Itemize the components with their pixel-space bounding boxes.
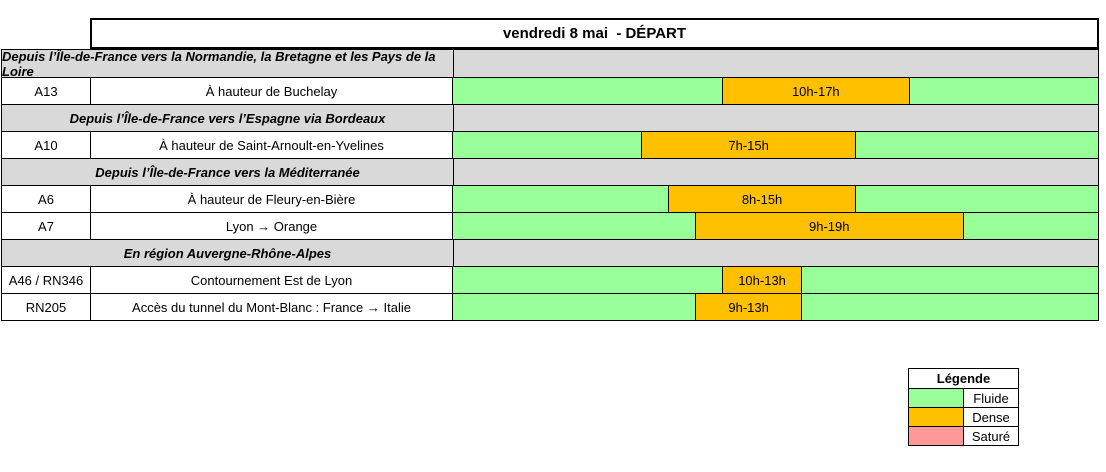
traffic-timeline-bar: 10h-13h	[453, 267, 1098, 293]
legend: Légende Fluide Dense Saturé	[908, 368, 1019, 446]
road-row: A46 / RN346 Contournement Est de Lyon 10…	[2, 266, 1098, 293]
dense-time-segment: 10h-17h	[721, 78, 910, 104]
road-row: A6 À hauteur de Fleury-en-Bière 8h-15h	[2, 185, 1098, 212]
road-description: À hauteur de Fleury-en-Bière	[91, 186, 453, 212]
section-label: Depuis l’Île-de-France vers la Méditerra…	[2, 159, 454, 185]
table-grid: Depuis l’Île-de-France vers la Normandie…	[1, 49, 1099, 321]
legend-label-sature: Saturé	[964, 427, 1018, 445]
traffic-timeline-bar: 10h-17h	[453, 78, 1098, 104]
road-code: RN205	[2, 294, 91, 320]
section-label: Depuis l’Île-de-France vers l’Espagne vi…	[2, 105, 454, 131]
section-timeline-fill	[454, 159, 1098, 185]
dense-time-segment: 9h-19h	[694, 213, 964, 239]
road-row: A7 Lyon → Orange 9h-19h	[2, 212, 1098, 239]
section-timeline-fill	[454, 50, 1098, 77]
section-row: Depuis l’Île-de-France vers la Normandie…	[2, 49, 1098, 79]
dense-time-segment: 7h-15h	[641, 132, 857, 158]
legend-title: Légende	[936, 371, 991, 386]
legend-swatch-fluide	[909, 389, 964, 407]
dense-time-segment: 9h-13h	[694, 294, 803, 320]
road-description: Lyon → Orange	[91, 213, 453, 239]
section-timeline-fill	[454, 240, 1098, 266]
legend-label-dense: Dense	[964, 408, 1018, 426]
road-row: RN205 Accès du tunnel du Mont-Blanc : Fr…	[2, 293, 1098, 320]
road-description: À hauteur de Saint-Arnoult-en-Yvelines	[91, 132, 453, 158]
traffic-forecast-table: vendredi 8 mai - DÉPART Depuis l’Île-de-…	[1, 18, 1099, 321]
section-row: En région Auvergne-Rhône-Alpes	[2, 239, 1098, 266]
dense-time-segment: 8h-15h	[668, 186, 857, 212]
section-timeline-fill	[454, 105, 1098, 131]
road-code: A10	[2, 132, 91, 158]
traffic-timeline-bar: 8h-15h	[453, 186, 1098, 212]
road-description: Contournement Est de Lyon	[91, 267, 453, 293]
legend-row: Dense	[909, 407, 1018, 426]
road-row: A10 À hauteur de Saint-Arnoult-en-Yvelin…	[2, 131, 1098, 158]
legend-swatch-sature	[909, 427, 964, 445]
section-label: Depuis l’Île-de-France vers la Normandie…	[2, 49, 454, 79]
road-code: A46 / RN346	[2, 267, 91, 293]
dense-time-segment: 10h-13h	[721, 267, 803, 293]
road-description: Accès du tunnel du Mont-Blanc : France →…	[91, 294, 453, 320]
road-row: A13 À hauteur de Buchelay 10h-17h	[2, 77, 1098, 104]
traffic-timeline-bar: 7h-15h	[453, 132, 1098, 158]
traffic-timeline-bar: 9h-13h	[453, 294, 1098, 320]
legend-label-fluide: Fluide	[964, 389, 1018, 407]
legend-swatch-dense	[909, 408, 964, 426]
section-row: Depuis l’Île-de-France vers l’Espagne vi…	[2, 104, 1098, 131]
road-description: À hauteur de Buchelay	[91, 78, 453, 104]
table-title: vendredi 8 mai - DÉPART	[90, 18, 1099, 49]
traffic-timeline-bar: 9h-19h	[453, 213, 1098, 239]
legend-row: Saturé	[909, 426, 1018, 445]
section-row: Depuis l’Île-de-France vers la Méditerra…	[2, 158, 1098, 185]
road-code: A6	[2, 186, 91, 212]
road-code: A13	[2, 78, 91, 104]
section-label: En région Auvergne-Rhône-Alpes	[2, 240, 454, 266]
road-code: A7	[2, 213, 91, 239]
legend-row: Fluide	[909, 388, 1018, 407]
